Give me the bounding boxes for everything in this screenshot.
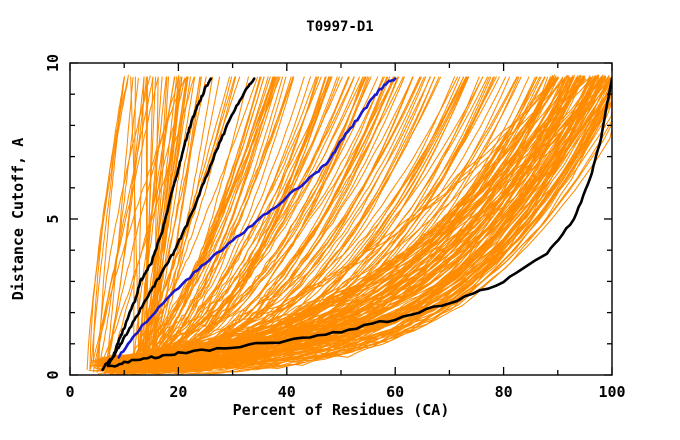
ensemble-curve bbox=[101, 82, 612, 374]
x-tick-label: 80 bbox=[495, 383, 513, 401]
highlight-curve-blue-curve bbox=[117, 77, 397, 359]
ensemble-curve bbox=[100, 77, 195, 364]
ensemble-curve bbox=[105, 74, 180, 374]
ensemble-curve bbox=[123, 75, 600, 365]
ensemble-curve bbox=[92, 78, 559, 366]
ensemble-curve bbox=[136, 76, 163, 369]
x-tick-label: 0 bbox=[65, 383, 74, 401]
x-tick-label: 20 bbox=[169, 383, 187, 401]
ensemble-curve bbox=[110, 78, 612, 372]
ensemble-curve bbox=[92, 77, 159, 366]
ensemble-curve bbox=[145, 76, 214, 361]
highlight-curve-black-curve-lower bbox=[106, 77, 612, 368]
y-tick-label: 5 bbox=[44, 214, 62, 223]
ensemble-curve bbox=[122, 81, 612, 375]
ensemble-curve bbox=[129, 76, 262, 364]
x-tick-label: 40 bbox=[278, 383, 296, 401]
y-tick-label: 0 bbox=[44, 370, 62, 379]
ensemble-curve bbox=[144, 76, 170, 375]
x-tick-label: 100 bbox=[598, 383, 625, 401]
highlight-curve-black-curve-steep-1 bbox=[101, 77, 213, 372]
ensemble-curve bbox=[137, 76, 274, 368]
ensemble-curve bbox=[107, 78, 187, 374]
ensemble-curve bbox=[132, 76, 549, 373]
ensemble-curve bbox=[92, 80, 612, 367]
ensemble-curve bbox=[130, 76, 281, 359]
ensemble-curve bbox=[140, 76, 188, 362]
ensemble-curve bbox=[98, 75, 568, 365]
axis-ticks bbox=[69, 62, 613, 376]
ensemble-curve bbox=[98, 76, 125, 371]
x-tick-label: 60 bbox=[386, 383, 404, 401]
ensemble-curve bbox=[92, 77, 154, 373]
ensemble-curve bbox=[89, 77, 129, 370]
ensemble-curve bbox=[105, 76, 134, 370]
x-axis-title: Percent of Residues (CA) bbox=[233, 401, 450, 419]
y-axis-title: Distance Cutoff, A bbox=[9, 138, 27, 301]
ensemble-curve bbox=[153, 76, 159, 367]
ensemble-curve bbox=[134, 76, 261, 364]
ensemble-curve bbox=[101, 75, 569, 368]
ensemble-curve bbox=[119, 76, 555, 362]
ensemble-curve bbox=[93, 77, 557, 369]
axis-tick-labels: 0 20 40 60 80 100 0 5 10 bbox=[44, 54, 626, 401]
highlight-curves bbox=[101, 77, 612, 372]
ensemble-curve bbox=[98, 75, 570, 364]
ensemble-curve bbox=[124, 77, 566, 371]
y-tick-label: 10 bbox=[44, 54, 62, 72]
ensemble-curve bbox=[114, 76, 559, 361]
ensemble-curve bbox=[98, 77, 602, 364]
highlight-curve-black-curve-steep-2 bbox=[106, 77, 256, 367]
ensemble-curve bbox=[96, 75, 151, 374]
chart-title: T0997-D1 bbox=[306, 19, 373, 35]
ensemble-curve bbox=[106, 76, 612, 365]
